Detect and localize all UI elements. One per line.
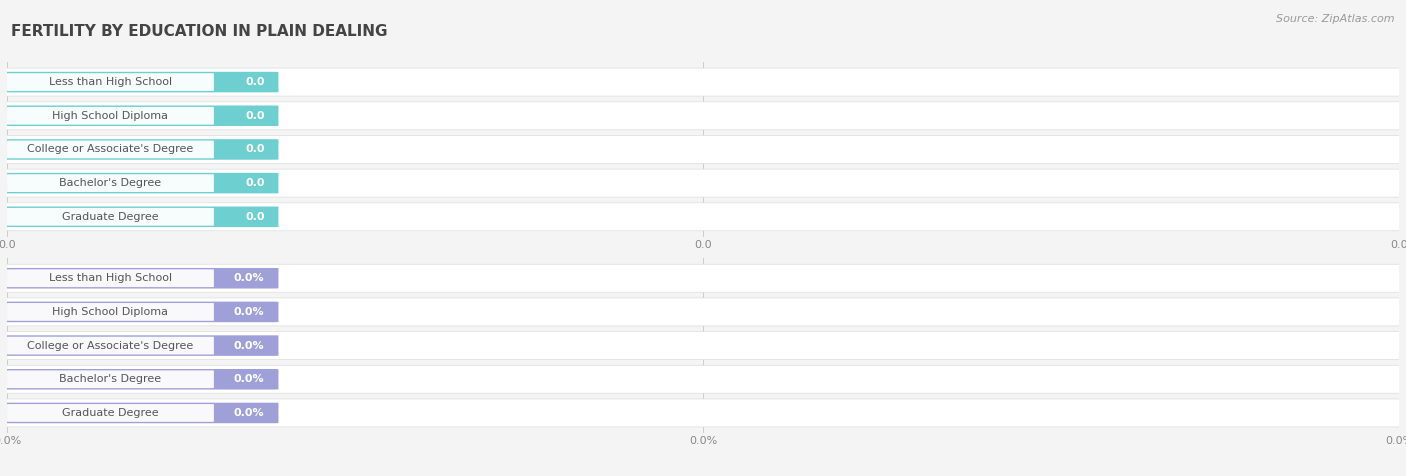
Text: Less than High School: Less than High School — [49, 273, 172, 283]
FancyBboxPatch shape — [7, 269, 214, 287]
FancyBboxPatch shape — [1, 68, 1405, 96]
FancyBboxPatch shape — [1, 403, 278, 423]
FancyBboxPatch shape — [1, 298, 1405, 326]
FancyBboxPatch shape — [1, 169, 1405, 197]
Text: Bachelor's Degree: Bachelor's Degree — [59, 374, 162, 384]
Text: Source: ZipAtlas.com: Source: ZipAtlas.com — [1277, 14, 1395, 24]
Text: Graduate Degree: Graduate Degree — [62, 212, 159, 222]
FancyBboxPatch shape — [1, 102, 1405, 130]
FancyBboxPatch shape — [1, 399, 1405, 427]
FancyBboxPatch shape — [1, 335, 278, 356]
Text: Bachelor's Degree: Bachelor's Degree — [59, 178, 162, 188]
FancyBboxPatch shape — [1, 268, 278, 288]
FancyBboxPatch shape — [7, 73, 214, 91]
Text: FERTILITY BY EDUCATION IN PLAIN DEALING: FERTILITY BY EDUCATION IN PLAIN DEALING — [11, 24, 388, 39]
Text: 0.0: 0.0 — [245, 144, 264, 154]
FancyBboxPatch shape — [1, 332, 1405, 359]
Text: 0.0: 0.0 — [245, 212, 264, 222]
Text: High School Diploma: High School Diploma — [52, 111, 169, 121]
Text: 0.0%: 0.0% — [233, 307, 264, 317]
FancyBboxPatch shape — [7, 370, 214, 388]
Text: 0.0: 0.0 — [245, 77, 264, 87]
FancyBboxPatch shape — [1, 203, 1405, 231]
Text: 0.0%: 0.0% — [233, 341, 264, 351]
FancyBboxPatch shape — [1, 369, 278, 389]
FancyBboxPatch shape — [1, 302, 278, 322]
FancyBboxPatch shape — [7, 174, 214, 192]
Text: 0.0%: 0.0% — [233, 408, 264, 418]
FancyBboxPatch shape — [1, 72, 278, 92]
FancyBboxPatch shape — [1, 365, 1405, 393]
Text: 0.0: 0.0 — [245, 111, 264, 121]
Text: 0.0: 0.0 — [245, 178, 264, 188]
Text: High School Diploma: High School Diploma — [52, 307, 169, 317]
Text: Graduate Degree: Graduate Degree — [62, 408, 159, 418]
Text: College or Associate's Degree: College or Associate's Degree — [27, 144, 194, 154]
Text: College or Associate's Degree: College or Associate's Degree — [27, 341, 194, 351]
Text: 0.0%: 0.0% — [233, 374, 264, 384]
FancyBboxPatch shape — [7, 107, 214, 125]
FancyBboxPatch shape — [1, 173, 278, 193]
FancyBboxPatch shape — [1, 106, 278, 126]
FancyBboxPatch shape — [1, 207, 278, 227]
FancyBboxPatch shape — [7, 303, 214, 321]
Text: 0.0%: 0.0% — [233, 273, 264, 283]
FancyBboxPatch shape — [1, 264, 1405, 292]
FancyBboxPatch shape — [1, 136, 1405, 163]
FancyBboxPatch shape — [7, 404, 214, 422]
Text: Less than High School: Less than High School — [49, 77, 172, 87]
FancyBboxPatch shape — [7, 140, 214, 159]
FancyBboxPatch shape — [7, 208, 214, 226]
FancyBboxPatch shape — [1, 139, 278, 160]
FancyBboxPatch shape — [7, 337, 214, 355]
